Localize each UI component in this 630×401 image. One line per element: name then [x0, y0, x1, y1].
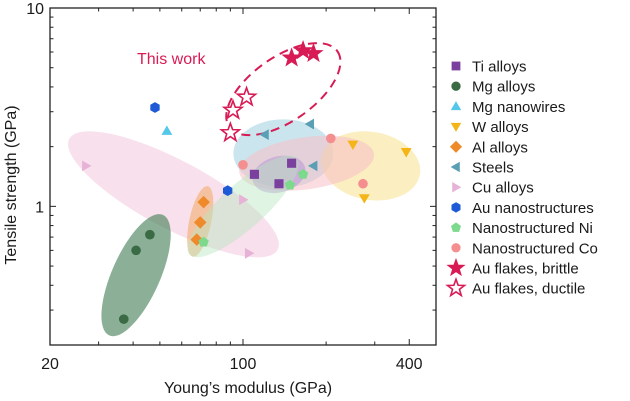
point-ti-alloys [249, 169, 259, 179]
data-markers [82, 39, 412, 324]
shaded-regions [68, 119, 421, 337]
legend: Ti alloys Mg alloys Mg nanowires W alloys Al… [445, 59, 598, 298]
legend-item-w-alloys: W alloys [450, 119, 529, 136]
legend-label: Au nanostructures [472, 200, 594, 217]
point-nanostructured-ni [297, 168, 309, 179]
legend-item-steels: Steels [450, 160, 514, 177]
legend-item-al-alloys: Al alloys [449, 139, 528, 156]
x-tick-label: 400 [396, 356, 423, 373]
series-steels [259, 118, 318, 172]
legend-item-mg-nanowires: Mg nanowires [450, 99, 565, 116]
point-nanostructured-ni [198, 236, 209, 247]
series-nanostructured-ni [198, 168, 309, 247]
series-nanostructured-co [238, 133, 368, 189]
legend-label: W alloys [472, 119, 529, 136]
legend-marker-mg-alloys [451, 81, 461, 91]
point-ti-alloys [287, 158, 297, 168]
region-nanostructured-ni [187, 155, 299, 258]
legend-marker-cu-alloys [452, 181, 462, 193]
legend-marker-steels [450, 161, 460, 173]
legend-marker-ti-alloys [451, 61, 461, 71]
legend-item-ti-alloys: Ti alloys [451, 59, 526, 76]
series-au-flakes-brittle [281, 39, 324, 67]
legend-item-cu-alloys: Cu alloys [452, 180, 534, 197]
point-au-flakes-ductile [235, 85, 258, 107]
legend-marker-au-flakes-ductile [445, 276, 467, 298]
point-au-flakes-brittle [292, 39, 314, 60]
point-w-alloys [347, 140, 359, 150]
point-al-alloys [193, 216, 207, 229]
legend-label: Ti alloys [472, 59, 526, 76]
this-work-annotation: This work [137, 51, 206, 68]
series-cu-alloys [82, 160, 255, 259]
point-mg-alloys [145, 229, 155, 240]
point-w-alloys [358, 194, 370, 204]
point-steels [304, 118, 315, 130]
point-w-alloys [400, 148, 412, 158]
series-w-alloys [347, 140, 412, 204]
point-nanostructured-co [326, 133, 336, 144]
legend-label: Nanostructured Ni [472, 220, 593, 237]
x-tick-label: 20 [41, 356, 59, 373]
x-tick-label: 100 [230, 356, 257, 373]
point-mg-alloys [131, 245, 141, 256]
point-au-flakes-brittle [303, 42, 324, 63]
point-nanostructured-ni [284, 179, 296, 190]
legend-label: Au flakes, ductile [472, 281, 585, 298]
legend-marker-au-flakes-brittle [446, 257, 466, 277]
legend-item-au-flakes-brittle: Au flakes, brittle [446, 257, 579, 278]
series-al-alloys [190, 195, 210, 246]
series-mg-nanowires [161, 125, 173, 135]
legend-item-au-flakes-ductile: Au flakes, ductile [445, 276, 585, 298]
x-axis-label: Young’s modulus (GPa) [164, 380, 332, 397]
legend-label: Mg alloys [472, 79, 535, 96]
axis-ticks [49, 7, 437, 346]
point-mg-nanowires [161, 125, 173, 135]
legend-marker-au-nanostructures [451, 202, 461, 213]
legend-marker-al-alloys [449, 140, 463, 153]
point-mg-alloys [118, 314, 129, 324]
region-cu-alloys [68, 131, 279, 258]
y-tick-label: 10 [26, 1, 44, 18]
point-au-flakes-ductile [219, 120, 242, 143]
point-cu-alloys [82, 160, 92, 172]
legend-label: Nanostructured Co [472, 240, 598, 257]
legend-label: Au flakes, brittle [472, 261, 579, 278]
legend-item-nanostructured-co: Nanostructured Co [451, 240, 598, 257]
series-au-nanostructures [150, 102, 233, 197]
legend-marker-mg-nanowires [450, 101, 462, 111]
point-nanostructured-co [238, 159, 248, 170]
point-cu-alloys [244, 247, 255, 259]
point-au-nanostructures [150, 102, 160, 113]
series-au-flakes-ductile [219, 85, 258, 143]
y-axis-label: Tensile strength (GPa) [3, 105, 20, 264]
point-au-flakes-ductile [221, 98, 245, 120]
legend-item-nanostructured-ni: Nanostructured Ni [451, 220, 593, 237]
series-ti-alloys [249, 158, 297, 189]
point-nanostructured-co [358, 178, 368, 189]
point-cu-alloys [239, 194, 249, 206]
point-steels [259, 129, 269, 141]
point-al-alloys [197, 195, 210, 209]
point-au-nanostructures [222, 185, 233, 197]
y-tick-label: 1 [35, 199, 44, 216]
point-ti-alloys [274, 179, 284, 189]
axes: 20 100 400 1 10 Young’s modulus (GPa) Tensil… [3, 1, 437, 397]
point-steels [308, 160, 318, 172]
legend-label: Cu alloys [472, 180, 534, 197]
legend-label: Mg nanowires [472, 99, 565, 116]
region-mg-alloys [101, 214, 171, 337]
series-mg-alloys [118, 229, 155, 324]
tick-labels: 20 100 400 1 10 [26, 1, 422, 373]
legend-marker-nanostructured-co [451, 243, 461, 253]
legend-label: Steels [472, 160, 514, 177]
legend-marker-nanostructured-ni [451, 222, 461, 232]
legend-label: Al alloys [472, 139, 528, 156]
legend-item-au-nanostructures: Au nanostructures [451, 200, 594, 217]
legend-marker-w-alloys [450, 122, 462, 132]
legend-item-mg-alloys: Mg alloys [451, 79, 535, 96]
